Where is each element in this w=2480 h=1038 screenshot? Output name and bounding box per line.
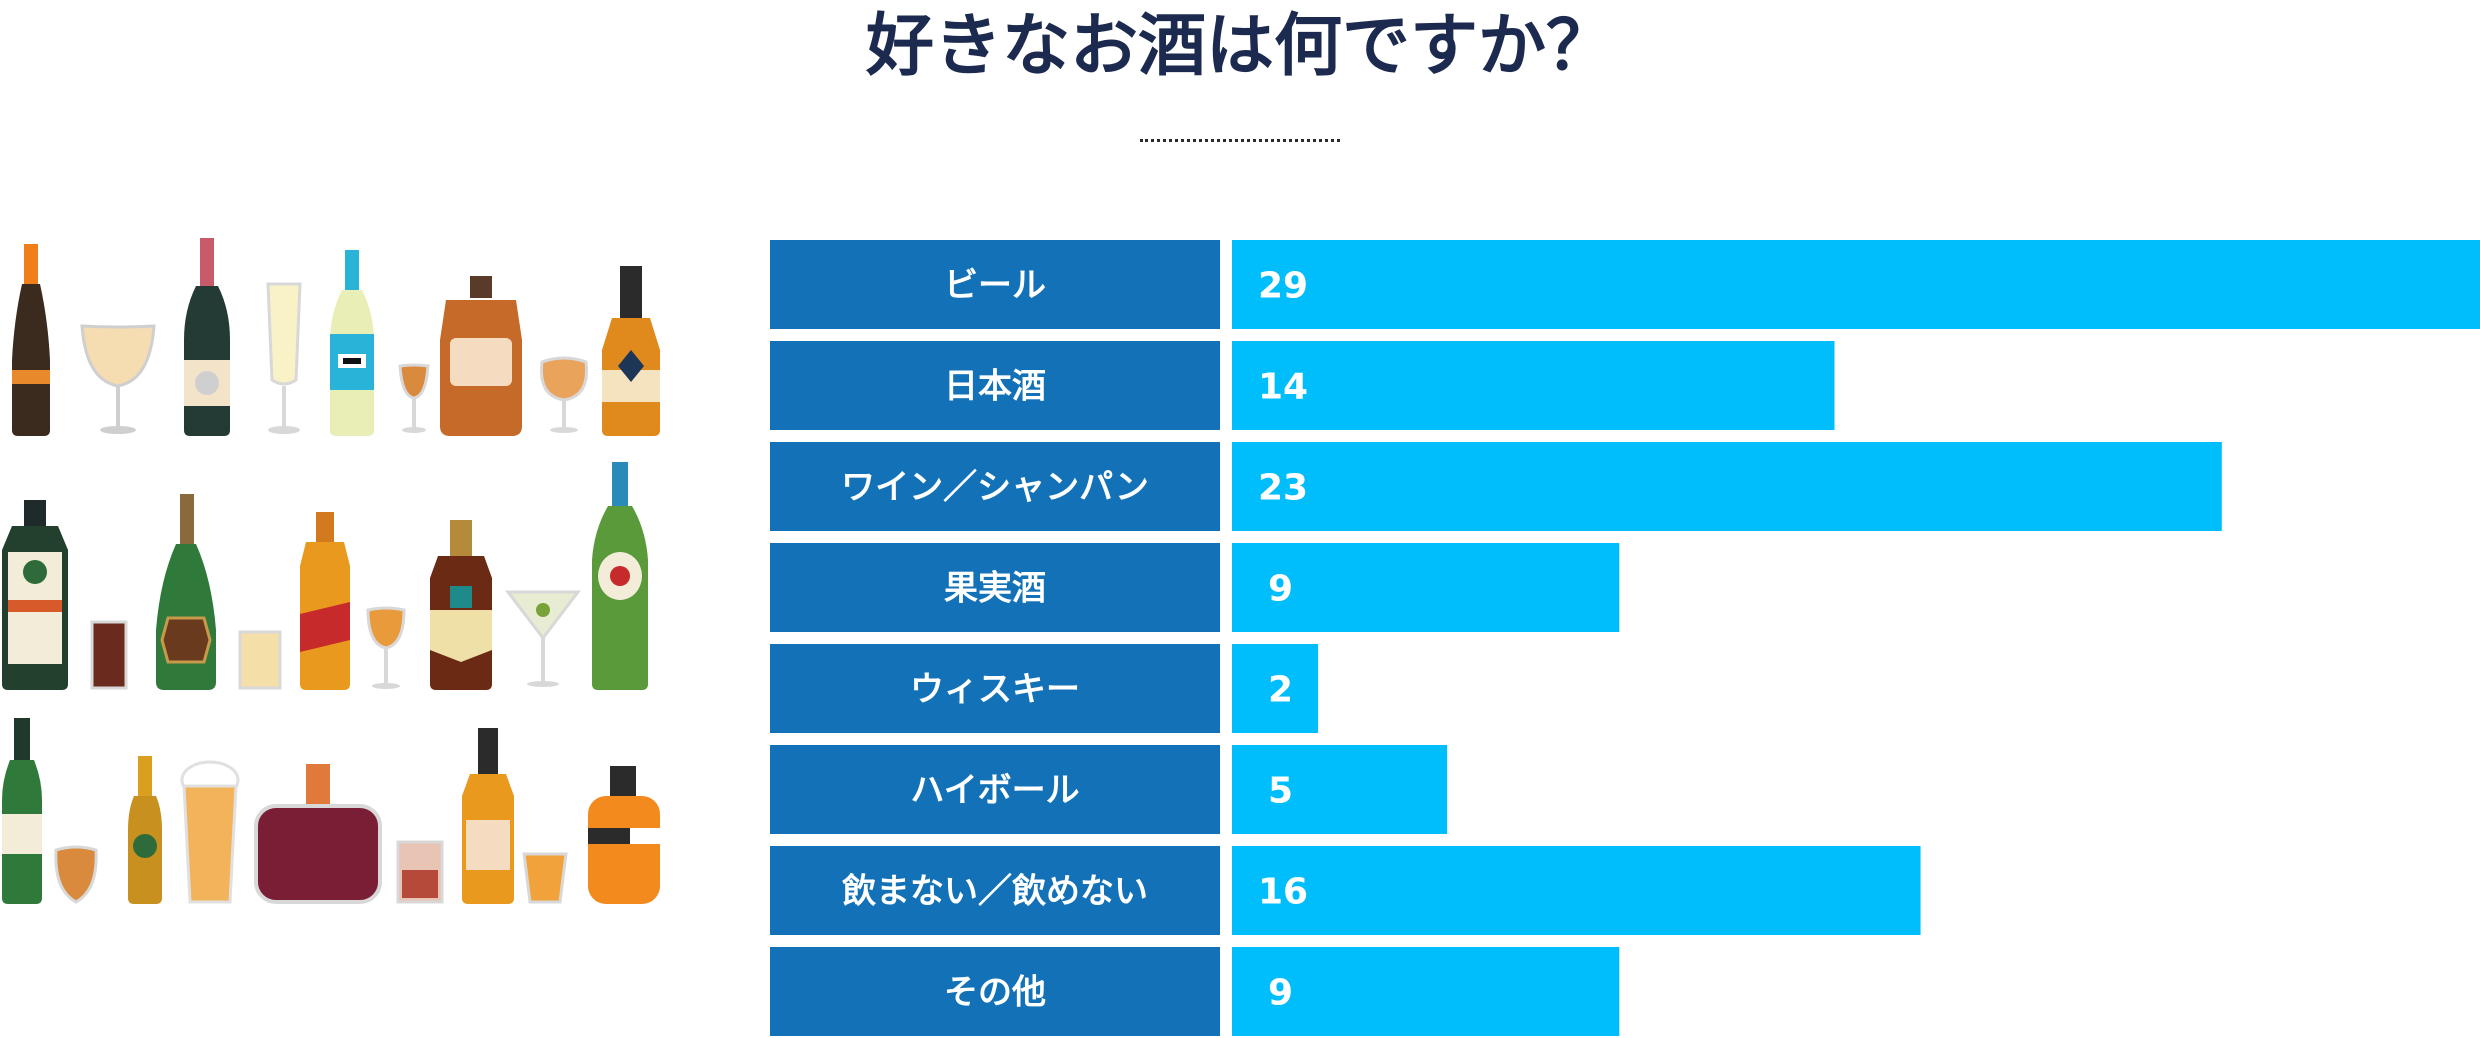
- category-box: [770, 745, 1220, 834]
- value-label: 9: [1268, 973, 1293, 1014]
- category-label: 飲まない／飲めない: [842, 872, 1148, 912]
- value-label: 14: [1258, 367, 1308, 408]
- brandy-snifter-icon: [54, 845, 98, 904]
- bar: [1232, 745, 1448, 834]
- bar-row: ウィスキー 2: [770, 644, 1319, 733]
- rocks-glass-icon: [238, 630, 282, 690]
- shot-glass-icon: [398, 363, 430, 433]
- category-label: ハイボール: [910, 771, 1079, 811]
- martini-glass-icon: [504, 590, 582, 687]
- bar: [1232, 947, 1620, 1036]
- rum-bottle-icon: [430, 520, 492, 690]
- bar-row: ハイボール 5: [770, 745, 1448, 834]
- brandy-glass-icon: [539, 356, 589, 433]
- liqueur-bottle-icon: [2, 500, 68, 690]
- category-box: [770, 846, 1220, 935]
- cognac-bottle-icon: [588, 766, 660, 904]
- category-label: ワイン／シャンパン: [841, 468, 1149, 508]
- vermouth-bottle-icon: [592, 462, 648, 690]
- category-label: ビール: [944, 266, 1046, 306]
- champagne-bottle-icon: [12, 244, 50, 436]
- category-box: [770, 341, 1220, 430]
- bourbon-bottle-icon: [462, 728, 514, 904]
- shot-glass-2-icon: [522, 852, 568, 904]
- category-box: [770, 543, 1220, 632]
- goblet-icon: [366, 606, 406, 689]
- bar-row: その他 9: [770, 947, 1620, 1036]
- value-label: 29: [1258, 266, 1308, 307]
- category-label: 日本酒: [944, 367, 1046, 407]
- bar: [1232, 442, 2222, 531]
- category-box: [770, 442, 1220, 531]
- bar-row: 果実酒 9: [770, 543, 1620, 632]
- value-label: 9: [1268, 569, 1293, 610]
- tumbler-icon: [396, 840, 444, 904]
- bar: [1232, 846, 1921, 935]
- wine-glass-icon: [80, 324, 156, 434]
- decanter-icon: [254, 764, 382, 904]
- category-box: [770, 947, 1220, 1036]
- short-glass-icon: [90, 620, 128, 690]
- value-label: 5: [1268, 771, 1293, 812]
- white-wine-bottle-icon: [330, 250, 374, 436]
- whisky-bottle-icon: [602, 266, 660, 436]
- category-box: [770, 240, 1220, 329]
- brandy-bottle-icon: [440, 276, 522, 436]
- red-wine-bottle-icon: [184, 238, 230, 436]
- bar: [1232, 240, 2480, 329]
- sparkling-bottle-icon: [156, 494, 216, 690]
- champagne-flute-icon: [266, 282, 302, 434]
- bar: [1232, 644, 1319, 733]
- beer-glass-icon: [180, 760, 240, 904]
- category-label: ウィスキー: [910, 670, 1080, 710]
- scotch-bottle-icon: [300, 512, 350, 690]
- bar-row: ビール 29: [770, 240, 2480, 329]
- beer-bottle-icon: [128, 756, 162, 904]
- bar: [1232, 543, 1620, 632]
- bar-row: ワイン／シャンパン 23: [770, 442, 2222, 531]
- bar-row: 日本酒 14: [770, 341, 1835, 430]
- bar: [1232, 341, 1835, 430]
- value-label: 23: [1258, 468, 1308, 509]
- category-box: [770, 644, 1220, 733]
- chart-title: 好きなお酒は何ですか？: [865, 7, 1614, 86]
- value-label: 16: [1258, 872, 1308, 913]
- green-bottle-icon: [2, 718, 42, 904]
- bottles-illustration: [2, 238, 660, 904]
- bar-row: 飲まない／飲めない 16: [770, 846, 1921, 935]
- category-label: その他: [944, 973, 1046, 1013]
- category-label: 果実酒: [944, 569, 1046, 609]
- value-label: 2: [1268, 670, 1293, 711]
- title-divider: [1140, 139, 1340, 142]
